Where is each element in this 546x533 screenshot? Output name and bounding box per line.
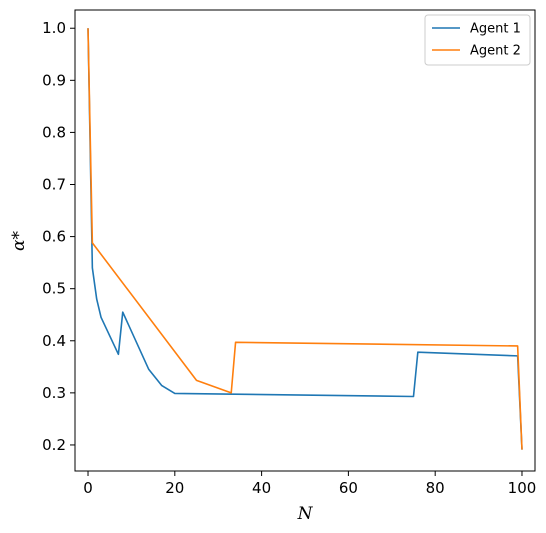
- y-tick-label: 0.6: [42, 228, 66, 246]
- y-axis-ticks: 0.2 0.3 0.4 0.5 0.6 0.7 0.8 0.9 1.0: [42, 19, 75, 454]
- y-tick-label: 0.7: [42, 176, 66, 194]
- x-tick-label: 40: [252, 479, 271, 497]
- y-axis-label: α*: [9, 231, 29, 251]
- legend: Agent 1 Agent 2: [424, 14, 531, 66]
- y-tick-label: 0.4: [42, 332, 66, 350]
- y-tick-label: 0.2: [42, 436, 66, 454]
- x-tick-label: 80: [426, 479, 445, 497]
- x-tick-label: 100: [508, 479, 537, 497]
- series-line-agent-1: [87, 28, 523, 450]
- x-tick-label: 60: [339, 479, 358, 497]
- y-tick-label: 0.5: [42, 280, 66, 298]
- legend-label-agent-1: Agent 1: [470, 22, 521, 37]
- series-lines: [87, 28, 523, 450]
- x-axis-ticks: 0 20 40 60 80 100: [83, 471, 536, 497]
- x-tick-label: 0: [83, 479, 93, 497]
- x-axis-label: N: [297, 504, 314, 524]
- plot-frame: [74, 9, 536, 472]
- x-tick-label: 20: [165, 479, 184, 497]
- y-tick-label: 0.3: [42, 384, 66, 402]
- y-tick-label: 0.8: [42, 123, 66, 141]
- legend-label-agent-2: Agent 2: [470, 44, 521, 59]
- y-tick-label: 1.0: [42, 19, 66, 37]
- y-tick-label: 0.9: [42, 71, 66, 89]
- series-line-agent-2: [87, 28, 523, 450]
